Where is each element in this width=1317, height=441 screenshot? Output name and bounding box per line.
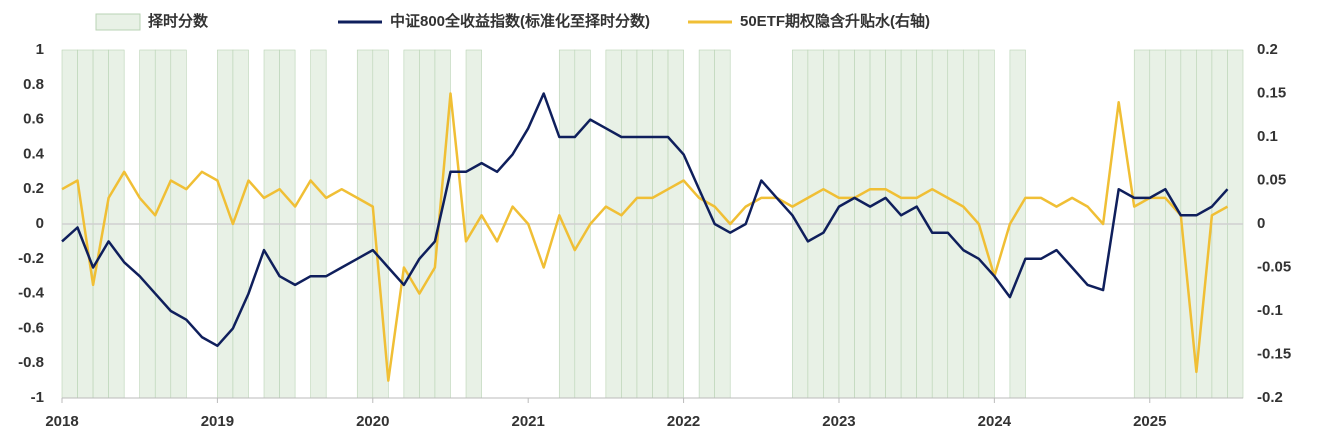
legend-swatch [95,13,141,31]
y-tick-label: -0.2 [18,250,44,267]
legend-label: 50ETF期权隐含升贴水(右轴) [740,12,930,30]
y2-tick-label: 0.05 [1257,171,1286,188]
x-tick-label: 2020 [356,413,389,430]
y2-tick-label: -0.05 [1257,258,1291,275]
y2-tick-label: 0 [1257,215,1265,232]
y2-tick-label: -0.15 [1257,345,1291,362]
y-tick-label: -0.8 [18,354,44,371]
y-tick-label: -0.4 [18,285,45,302]
x-tick-label: 2022 [667,413,700,430]
series-line [61,92,1229,348]
series-line [61,92,1229,382]
y-tick-label: 0 [36,215,44,232]
y2-tick-label: 0.1 [1257,128,1278,145]
x-tick-label: 2021 [511,413,544,430]
y-tick-label: 0.8 [23,76,44,93]
y-tick-label: 1 [36,41,44,58]
x-tick-label: 2024 [978,413,1012,430]
y2-tick-label: 0.2 [1257,41,1278,58]
x-tick-label: 2025 [1133,413,1166,430]
x-tick-label: 2023 [822,413,855,430]
y2-tick-label: -0.1 [1257,302,1283,319]
y-tick-label: -0.6 [18,319,44,336]
y-tick-label: 0.4 [23,145,45,162]
y2-tick-label: -0.2 [1257,389,1283,406]
y-tick-label: -1 [31,389,44,406]
y-tick-label: 0.2 [23,180,44,197]
y-tick-label: 0.6 [23,111,44,128]
y2-tick-label: 0.15 [1257,84,1286,101]
legend-label: 中证800全收益指数(标准化至择时分数) [390,12,650,30]
x-tick-label: 2018 [45,413,78,430]
legend-label: 择时分数 [148,12,209,30]
x-tick-label: 2019 [201,413,234,430]
